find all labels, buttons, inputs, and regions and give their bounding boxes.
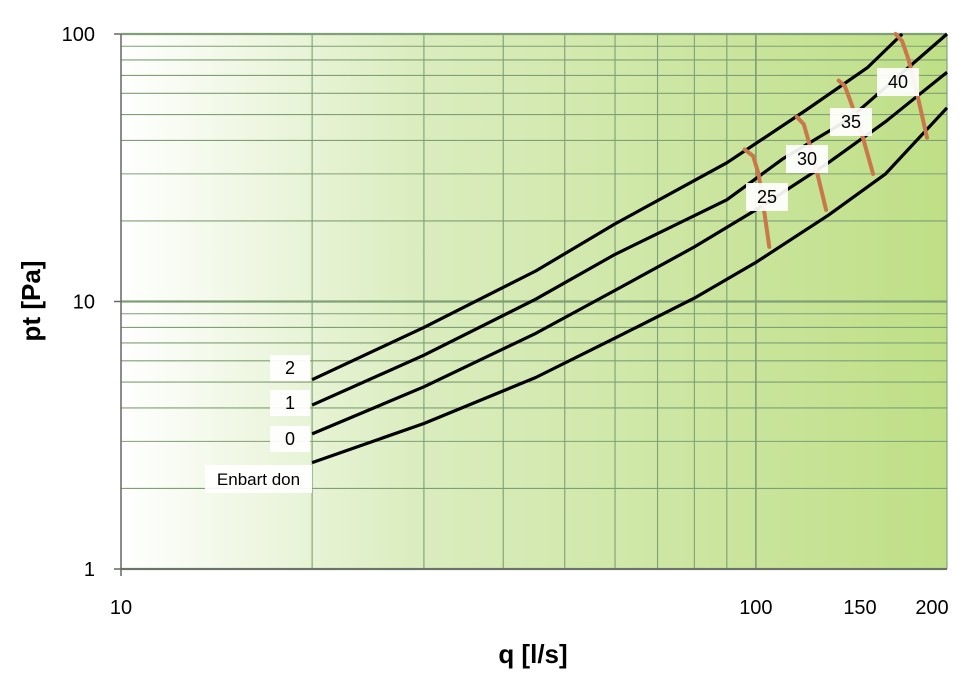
iso-label-35-box bbox=[830, 108, 872, 136]
iso-label-35: 35 bbox=[841, 112, 861, 132]
series-label-enbart-don-box bbox=[205, 465, 312, 493]
iso-label-30: 30 bbox=[797, 149, 817, 169]
series-line-0 bbox=[311, 106, 949, 465]
x-tick-label: 10 bbox=[110, 597, 132, 619]
x-tick-label: 150 bbox=[843, 597, 876, 619]
label-layer: 2 1 0 Enbart don 25 30 35 40 bbox=[205, 68, 919, 493]
series-label-2: 2 bbox=[285, 358, 295, 378]
iso-curve-25 bbox=[742, 147, 772, 249]
series-label-0-box bbox=[270, 426, 310, 452]
x-axis-title: q [l/s] bbox=[498, 639, 567, 669]
iso-label-30-box bbox=[786, 145, 828, 173]
iso-curve-40 bbox=[893, 32, 929, 140]
series-label-1: 1 bbox=[285, 393, 295, 413]
y-tick-label: 10 bbox=[73, 292, 95, 314]
series-label-2-box bbox=[270, 355, 310, 381]
series-label-1-box bbox=[270, 390, 310, 416]
iso-label-40: 40 bbox=[888, 72, 908, 92]
iso-curve-30 bbox=[794, 114, 829, 212]
x-tick-label: 200 bbox=[915, 597, 948, 619]
series-line-3 bbox=[311, 32, 904, 382]
iso-curve-35 bbox=[836, 78, 876, 176]
iso-label-40-box bbox=[877, 68, 919, 96]
x-tick-label: 100 bbox=[739, 597, 772, 619]
series-label-0: 0 bbox=[285, 429, 295, 449]
iso-curve-layer bbox=[742, 32, 929, 249]
iso-label-25-box bbox=[746, 183, 788, 211]
y-axis-title: pt [Pa] bbox=[16, 261, 46, 342]
y-tick-label: 1 bbox=[84, 559, 95, 581]
iso-label-25: 25 bbox=[757, 187, 777, 207]
y-tick-label: 100 bbox=[62, 24, 95, 46]
series-label-enbart-don: Enbart don bbox=[217, 470, 300, 489]
